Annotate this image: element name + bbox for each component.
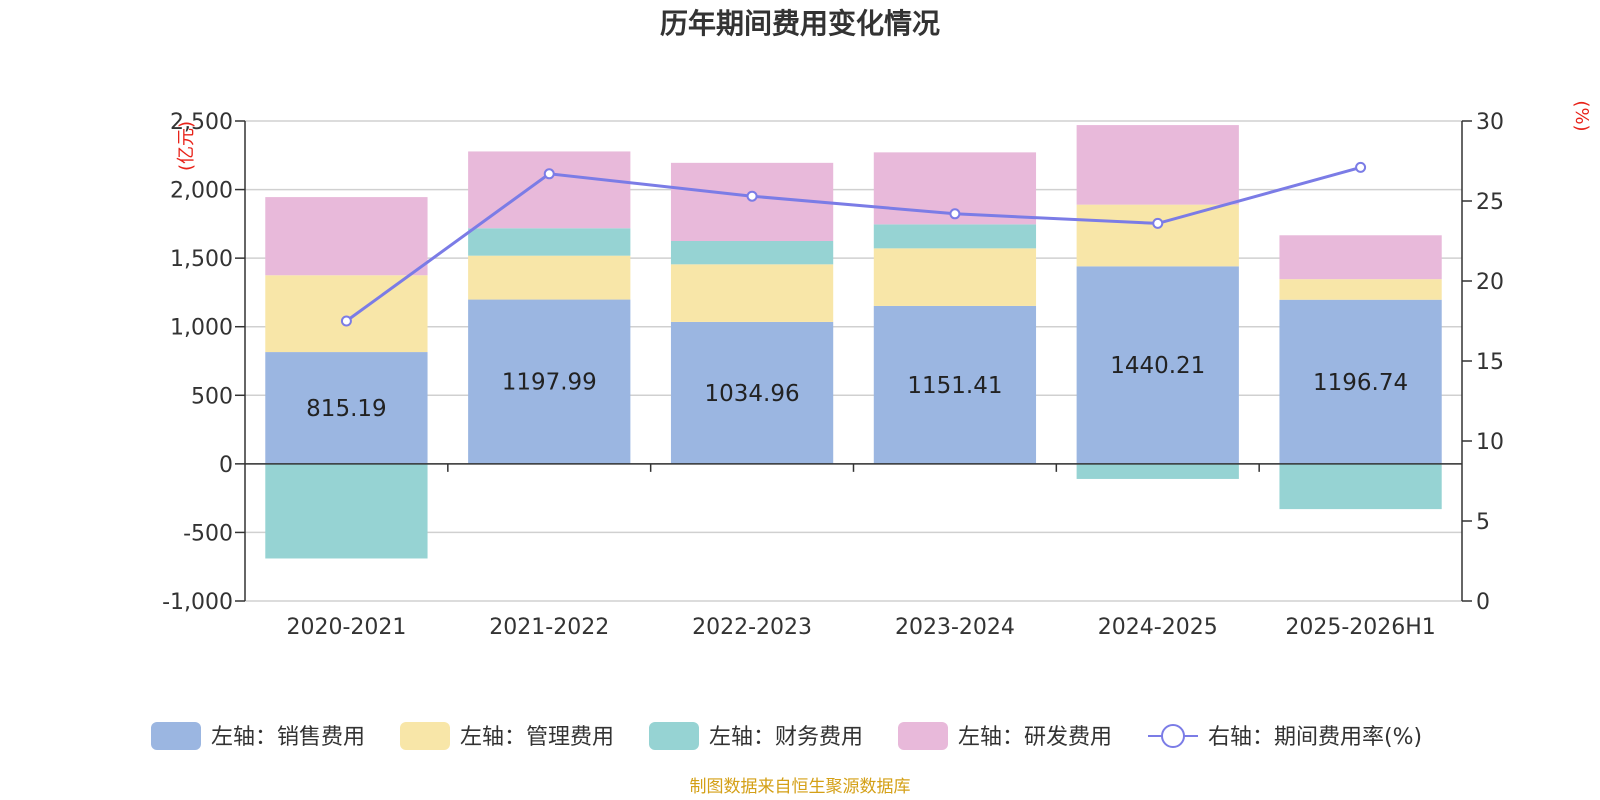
x-category-label: 2024-2025 xyxy=(1098,615,1218,640)
axes-group: 2,500 2,000 1,500 1,000 500 0 -500 -1,000 30 25 20… xyxy=(162,100,1592,640)
right-tick-label: 5 xyxy=(1476,510,1490,535)
data-label: 1151.41 xyxy=(907,373,1002,399)
bar-segment xyxy=(468,228,631,256)
rate-point xyxy=(1355,161,1367,173)
legend-label: 左轴：研发费用 xyxy=(958,725,1112,750)
legend: 左轴：销售费用 左轴：管理费用 左轴：财务费用 左轴：研发费用 右轴：期间费用率(%) xyxy=(151,722,1422,750)
legend-swatch xyxy=(151,722,201,750)
right-axis-unit: (%) xyxy=(1571,100,1592,131)
data-label: 1196.74 xyxy=(1313,370,1408,396)
x-category-label: 2022-2023 xyxy=(692,615,812,640)
right-tick-label: 10 xyxy=(1476,430,1504,455)
x-category-label: 2020-2021 xyxy=(286,615,406,640)
rate-point xyxy=(543,168,555,180)
legend-swatch xyxy=(649,722,699,750)
legend-swatch xyxy=(400,722,450,750)
bar-segment xyxy=(873,305,1037,464)
data-label: 1197.99 xyxy=(502,370,597,396)
rate-line-group xyxy=(340,161,1367,327)
left-tick-label: -500 xyxy=(183,521,233,546)
right-tick-label: 30 xyxy=(1476,110,1504,135)
bar-segment xyxy=(1076,463,1239,479)
rate-point xyxy=(1152,217,1164,229)
left-tick-label: 2,500 xyxy=(170,110,233,135)
bar-segment xyxy=(873,224,1037,249)
x-category-label: 2023-2024 xyxy=(895,615,1015,640)
bar-segment xyxy=(873,248,1037,306)
left-tick-label: -1,000 xyxy=(162,590,233,615)
bar-segment xyxy=(468,299,631,464)
bar-segment xyxy=(265,463,428,559)
legend-point-marker xyxy=(1161,724,1185,748)
bar-segment xyxy=(1279,279,1442,300)
rate-point xyxy=(746,190,758,202)
bar-segment xyxy=(670,241,834,265)
bar-segment xyxy=(1076,204,1239,267)
bar-segment xyxy=(265,197,428,276)
rate-point xyxy=(340,315,352,327)
bar-segment xyxy=(1279,235,1442,280)
legend-swatch xyxy=(898,722,948,750)
bar-segment xyxy=(1076,125,1239,205)
data-label: 1034.96 xyxy=(705,381,800,407)
bar-segment xyxy=(670,264,834,322)
legend-label: 左轴：财务费用 xyxy=(709,725,863,750)
legend-label: 左轴：管理费用 xyxy=(460,725,614,750)
bar-segment xyxy=(670,321,834,464)
bar-segment xyxy=(1279,463,1442,510)
right-tick-label: 25 xyxy=(1476,190,1504,215)
chart-title: 历年期间费用变化情况 xyxy=(660,7,940,40)
left-axis-unit: (亿元) xyxy=(176,121,197,171)
rate-point xyxy=(949,208,961,220)
bar-segment xyxy=(468,151,631,229)
left-tick-label: 1,000 xyxy=(170,316,233,341)
left-tick-label: 1,500 xyxy=(170,247,233,272)
bar-segment xyxy=(265,352,428,464)
legend-label: 右轴：期间费用率(%) xyxy=(1208,725,1422,750)
left-tick-label: 500 xyxy=(191,384,233,409)
bar-segment xyxy=(468,255,631,300)
data-labels-group: 815.19 1197.99 1034.96 1151.41 1440.21 1196.7… xyxy=(306,353,1408,422)
x-category-label: 2025-2026H1 xyxy=(1285,615,1435,640)
bar-segment xyxy=(1076,266,1239,464)
right-tick-label: 20 xyxy=(1476,270,1504,295)
bars-group xyxy=(265,125,1442,559)
source-note: 制图数据来自恒生聚源数据库 xyxy=(690,777,911,797)
data-label: 815.19 xyxy=(306,396,386,422)
bar-segment xyxy=(1279,299,1442,464)
bar-segment xyxy=(265,275,428,353)
x-category-label: 2021-2022 xyxy=(489,615,609,640)
data-label: 1440.21 xyxy=(1110,353,1205,379)
left-tick-label: 0 xyxy=(219,453,233,478)
right-tick-label: 0 xyxy=(1476,590,1490,615)
left-tick-label: 2,000 xyxy=(170,179,233,204)
legend-label: 左轴：销售费用 xyxy=(211,725,365,750)
rate-line xyxy=(345,165,1361,323)
right-tick-label: 15 xyxy=(1476,350,1504,375)
